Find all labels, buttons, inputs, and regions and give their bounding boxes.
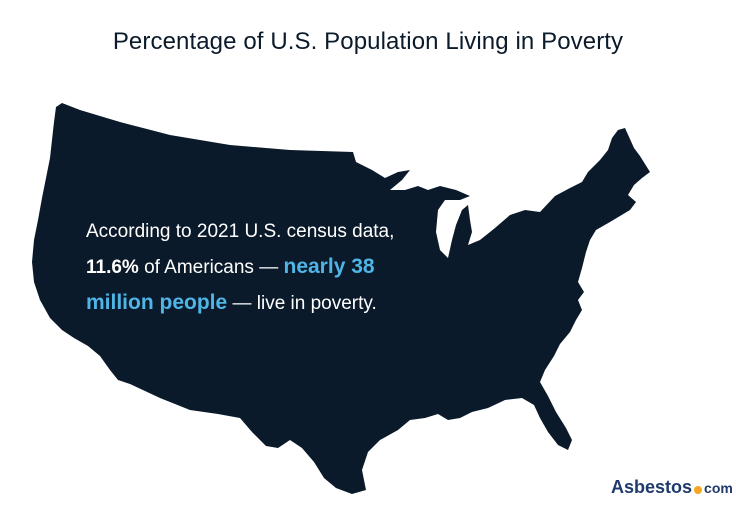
stat-percent: 11.6% xyxy=(86,257,139,278)
logo-name: Asbestos xyxy=(611,477,693,497)
stat-tail: — live in poverty. xyxy=(227,293,377,314)
logo-suffix: com xyxy=(704,480,733,496)
stat-mid: of Americans — xyxy=(138,257,284,278)
stat-line1: According to 2021 U.S. census data, xyxy=(86,221,395,242)
logo-dot-icon xyxy=(694,486,703,494)
poverty-stat-text: According to 2021 U.S. census data, 11.6… xyxy=(86,214,446,321)
page-title: Percentage of U.S. Population Living in … xyxy=(112,28,624,55)
stat-highlight: nearly 38 million people xyxy=(86,255,375,314)
asbestos-logo[interactable]: Asbestos com xyxy=(611,477,733,498)
